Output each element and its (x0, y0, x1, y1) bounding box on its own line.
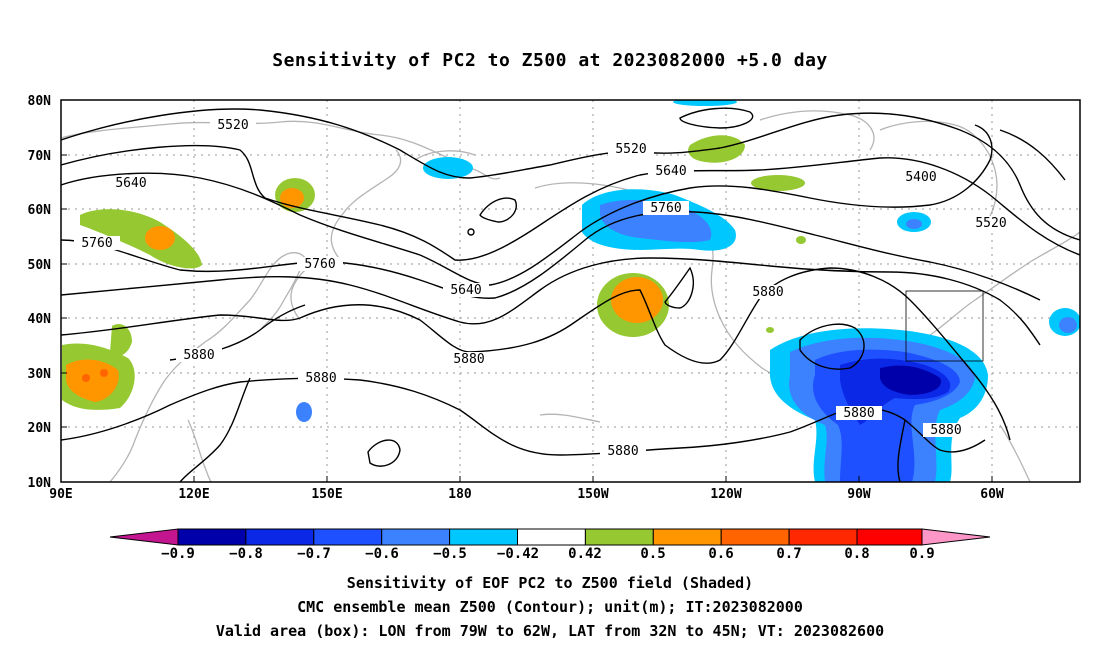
lat-label: 80N (28, 94, 52, 109)
plot-frame (60, 99, 1081, 483)
colorbar-label: 0.7 (776, 546, 801, 562)
colorbar-swatch (652, 528, 722, 546)
svg-text:5520: 5520 (217, 118, 248, 133)
colorbar-swatch (584, 528, 654, 546)
lon-label: 90W (847, 487, 871, 502)
footer-line-3: Valid area (box): LON from 79W to 62W, L… (215, 622, 885, 640)
svg-text:5880: 5880 (930, 423, 961, 438)
colorbar-swatch (856, 528, 923, 546)
colorbar-label: −0.8 (229, 546, 263, 562)
colorbar-label: 0.8 (844, 546, 869, 562)
colorbar-swatch (720, 528, 790, 546)
svg-text:5400: 5400 (905, 170, 936, 185)
latitude-labels: 80N 70N 60N 50N 40N 30N 20N 10N (28, 94, 52, 491)
colorbar-triangle-high (921, 528, 991, 546)
svg-text:5640: 5640 (450, 283, 481, 298)
lon-label: 150W (577, 487, 608, 502)
contour-label: 5760 (643, 201, 689, 216)
colorbar-swatch (788, 528, 858, 546)
contour-label: 5400 (898, 170, 944, 185)
map-title: Sensitivity of PC2 to Z500 at 2023082000… (272, 50, 828, 71)
lat-label: 10N (28, 476, 52, 491)
lat-label: 20N (28, 421, 52, 436)
valid-area-box (905, 290, 984, 362)
footer-line-1: Sensitivity of EOF PC2 to Z500 field (Sh… (346, 574, 754, 592)
lat-label: 70N (28, 149, 52, 164)
contour-label: 5520 (608, 142, 654, 157)
longitude-labels: 90E 120E 150E 180 150W 120W 90W 60W (49, 487, 1004, 502)
footer-line-2: CMC ensemble mean Z500 (Contour); unit(m… (297, 598, 803, 616)
colorbar-triangle-low (109, 528, 179, 546)
colorbar-swatch (381, 528, 451, 546)
contour-label: 5880 (745, 285, 791, 300)
contour-labels: 5520 5520 5520 5400 5640 5640 5640 5760 … (74, 118, 1014, 459)
colorbar-swatch (177, 528, 247, 546)
lat-label: 40N (28, 312, 52, 327)
contour-label: 5640 (108, 176, 154, 191)
contour-label: 5880 (923, 423, 969, 438)
lat-label: 50N (28, 258, 52, 273)
colorbar-label: −0.6 (365, 546, 399, 562)
colorbar (109, 528, 991, 546)
colorbar-swatch (313, 528, 383, 546)
lon-label: 150E (311, 487, 342, 502)
colorbar-label: −0.5 (433, 546, 467, 562)
contour-label: 5520 (210, 118, 256, 133)
lat-label: 30N (28, 367, 52, 382)
svg-text:5880: 5880 (752, 285, 783, 300)
colorbar-swatch (449, 528, 519, 546)
lon-label: 60W (980, 487, 1004, 502)
colorbar-label: −0.42 (497, 546, 539, 562)
svg-text:5640: 5640 (655, 164, 686, 179)
svg-text:5880: 5880 (843, 406, 874, 421)
contour-label: 5880 (176, 348, 222, 363)
contour-label: 5640 (443, 283, 489, 298)
contour-label: 5880 (446, 352, 492, 367)
svg-text:5520: 5520 (615, 142, 646, 157)
colorbar-label: 0.9 (909, 546, 934, 562)
lon-label: 120E (178, 487, 209, 502)
svg-text:5880: 5880 (453, 352, 484, 367)
svg-text:5880: 5880 (305, 371, 336, 386)
colorbar-label: 0.6 (708, 546, 733, 562)
colorbar-label: −0.9 (161, 546, 195, 562)
colorbar-label: −0.7 (297, 546, 331, 562)
lon-label: 180 (448, 487, 472, 502)
lon-label: 120W (710, 487, 741, 502)
svg-text:5760: 5760 (81, 236, 112, 251)
lon-label: 90E (49, 487, 72, 502)
colorbar-swatch (245, 528, 315, 546)
svg-text:5880: 5880 (183, 348, 214, 363)
colorbar-label: 0.42 (568, 546, 602, 562)
z500-contours (61, 107, 1080, 482)
contour-label: 5880 (600, 444, 646, 459)
lat-label: 60N (28, 203, 52, 218)
svg-text:5760: 5760 (650, 201, 681, 216)
svg-text:5880: 5880 (607, 444, 638, 459)
svg-text:5520: 5520 (975, 216, 1006, 231)
colorbar-labels: −0.9 −0.8 −0.7 −0.6 −0.5 −0.42 0.42 0.5 … (161, 546, 935, 562)
svg-text:5640: 5640 (115, 176, 146, 191)
contour-label: 5520 (968, 216, 1014, 231)
contour-label: 5760 (74, 236, 120, 251)
svg-text:5760: 5760 (304, 257, 335, 272)
contour-label: 5640 (648, 164, 694, 179)
colorbar-swatch (517, 528, 586, 546)
axis-ticks (60, 99, 993, 483)
colorbar-label: 0.5 (640, 546, 665, 562)
contour-label: 5880 (298, 371, 344, 386)
contour-label: 5880 (836, 406, 882, 421)
contour-label: 5760 (297, 257, 343, 272)
